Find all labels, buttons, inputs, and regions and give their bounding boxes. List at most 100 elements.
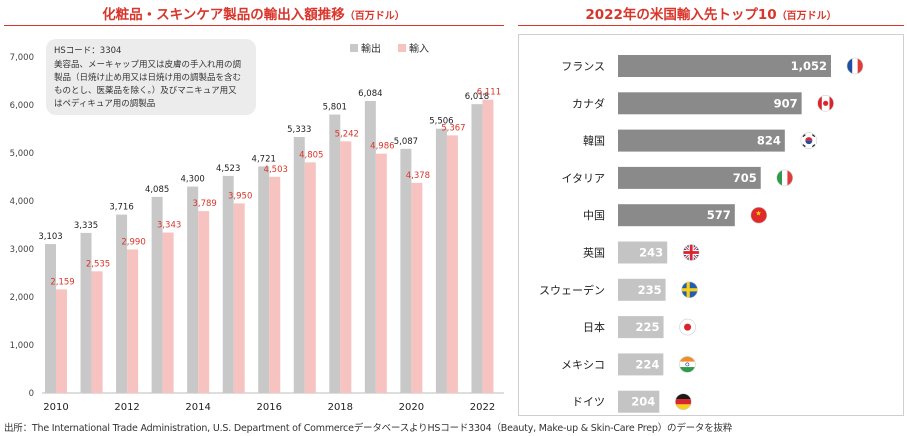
import-value-label: 4,986 [370, 142, 394, 152]
legend-label-import: 輸入 [409, 42, 429, 55]
export-bar [435, 128, 447, 393]
y-tick-label: 1,000 [10, 341, 34, 351]
import-value-label: 5,242 [335, 129, 359, 139]
country-label: メキシコ [561, 358, 605, 371]
italy-flag-icon [776, 169, 794, 187]
export-bar [400, 148, 412, 393]
import-source-bar [618, 390, 660, 413]
south-korea-flag-icon [800, 132, 818, 149]
import-source-value-label: 204 [631, 395, 655, 409]
export-bar [329, 114, 341, 393]
legend-swatch-import [398, 44, 406, 52]
legend-swatch-export [350, 44, 358, 52]
left-title-rule [4, 25, 504, 26]
export-bar [116, 214, 128, 393]
left-chart-title-text: 化粧品・スキンケア製品の輸出入額推移 [102, 7, 345, 23]
import-source-value-label: 243 [639, 246, 663, 260]
export-bar [151, 196, 163, 393]
import-value-label: 2,535 [86, 259, 110, 269]
source-footnote: 出所：The International Trade Administratio… [4, 423, 733, 434]
hs-note-line: ものとし、医薬品を除く。）及びマニキュア用又 [54, 85, 237, 96]
import-bar [269, 176, 281, 393]
import-bar [91, 271, 103, 393]
import-bar [304, 162, 316, 393]
y-tick-label: 5,000 [10, 149, 34, 159]
export-value-label: 5,087 [394, 137, 418, 147]
import-value-label: 2,990 [121, 237, 145, 247]
export-bar [45, 244, 56, 393]
import-bar [127, 249, 139, 393]
china-flag-icon: ★ [750, 206, 768, 224]
export-bar [80, 232, 92, 393]
export-value-label: 3,335 [74, 221, 98, 231]
export-value-label: 4,085 [145, 185, 169, 195]
import-value-label: 3,950 [228, 191, 252, 201]
import-source-value-label: 225 [636, 320, 660, 334]
import-source-value-label: 824 [757, 134, 781, 148]
left-chart-unit: （百万ドル） [344, 11, 405, 22]
import-bar [340, 141, 352, 393]
import-source-bar [618, 204, 735, 227]
import-value-label: 4,805 [299, 150, 323, 160]
x-tick-label: 2020 [399, 402, 424, 413]
import-value-label: 6,111 [477, 88, 501, 98]
right-chart-frame [518, 34, 904, 416]
y-tick-label: 3,000 [10, 245, 34, 255]
export-bar [222, 175, 234, 393]
import-source-bar [618, 241, 668, 264]
svg-text:★: ★ [755, 210, 761, 218]
x-tick-label: 2022 [470, 402, 495, 413]
export-value-label: 3,716 [109, 203, 133, 213]
country-label: ドイツ [572, 396, 605, 409]
x-tick-label: 2014 [185, 402, 210, 413]
export-value-label: 6,018 [465, 92, 489, 102]
export-bar [471, 104, 483, 394]
import-bar [233, 203, 245, 393]
hs-note-box [46, 39, 256, 115]
import-value-label: 4,503 [264, 165, 288, 175]
import-bar [482, 99, 494, 393]
hs-note-code: HSコード：3304 [54, 46, 121, 56]
y-tick-label: 0 [29, 389, 34, 399]
country-label: イタリア [561, 172, 605, 185]
import-source-value-label: 577 [707, 208, 731, 222]
y-tick-label: 2,000 [10, 293, 34, 303]
germany-flag-icon [675, 393, 692, 411]
country-label: カナダ [572, 96, 605, 110]
x-tick-label: 2018 [328, 402, 353, 413]
import-bar [375, 153, 387, 393]
export-bar [293, 137, 305, 393]
country-label: 英国 [583, 246, 605, 260]
country-label: フランス [561, 60, 605, 73]
export-bar [187, 186, 199, 393]
export-value-label: 5,333 [287, 125, 311, 135]
export-value-label: 3,103 [38, 232, 62, 242]
left-chart-title: 化粧品・スキンケア製品の輸出入額推移（百万ドル） [0, 3, 507, 23]
import-bar [446, 135, 458, 393]
x-tick-label: 2012 [114, 402, 139, 413]
import-value-label: 3,789 [192, 199, 216, 209]
import-source-bar [618, 278, 666, 301]
canada-flag-icon [817, 95, 834, 112]
hs-note-body: 美容品、メーキャップ用又は皮膚の手入れ用の調製品（日焼け止め用又は日焼け用の調製… [54, 59, 241, 109]
legend-label-export: 輸出 [361, 42, 381, 55]
import-value-label: 4,378 [406, 171, 430, 181]
y-tick-label: 7,000 [10, 53, 34, 63]
import-value-label: 5,367 [441, 123, 465, 133]
import-bar [411, 182, 423, 393]
right-chart: フランス 1,052 カナダ 907 韓国 824 イタリア 705 中国 577 ★ 英国 243 スウ… [518, 34, 904, 416]
y-tick-label: 4,000 [10, 197, 34, 207]
hs-note-line: はペディキュア用の調製品 [54, 98, 155, 109]
import-source-value-label: 705 [733, 171, 757, 185]
right-title-rule [518, 25, 904, 26]
export-value-label: 4,721 [252, 154, 276, 164]
hs-note-line: 製品（日焼け止め用又は日焼け用の調製品を含む [54, 72, 241, 83]
import-bar [162, 232, 174, 393]
import-value-label: 2,159 [50, 277, 74, 287]
import-source-value-label: 224 [635, 357, 659, 371]
import-source-value-label: 235 [638, 283, 662, 297]
export-value-label: 5,506 [429, 117, 453, 127]
country-label: スウェーデン [539, 283, 605, 297]
x-tick-label: 2016 [257, 402, 282, 413]
